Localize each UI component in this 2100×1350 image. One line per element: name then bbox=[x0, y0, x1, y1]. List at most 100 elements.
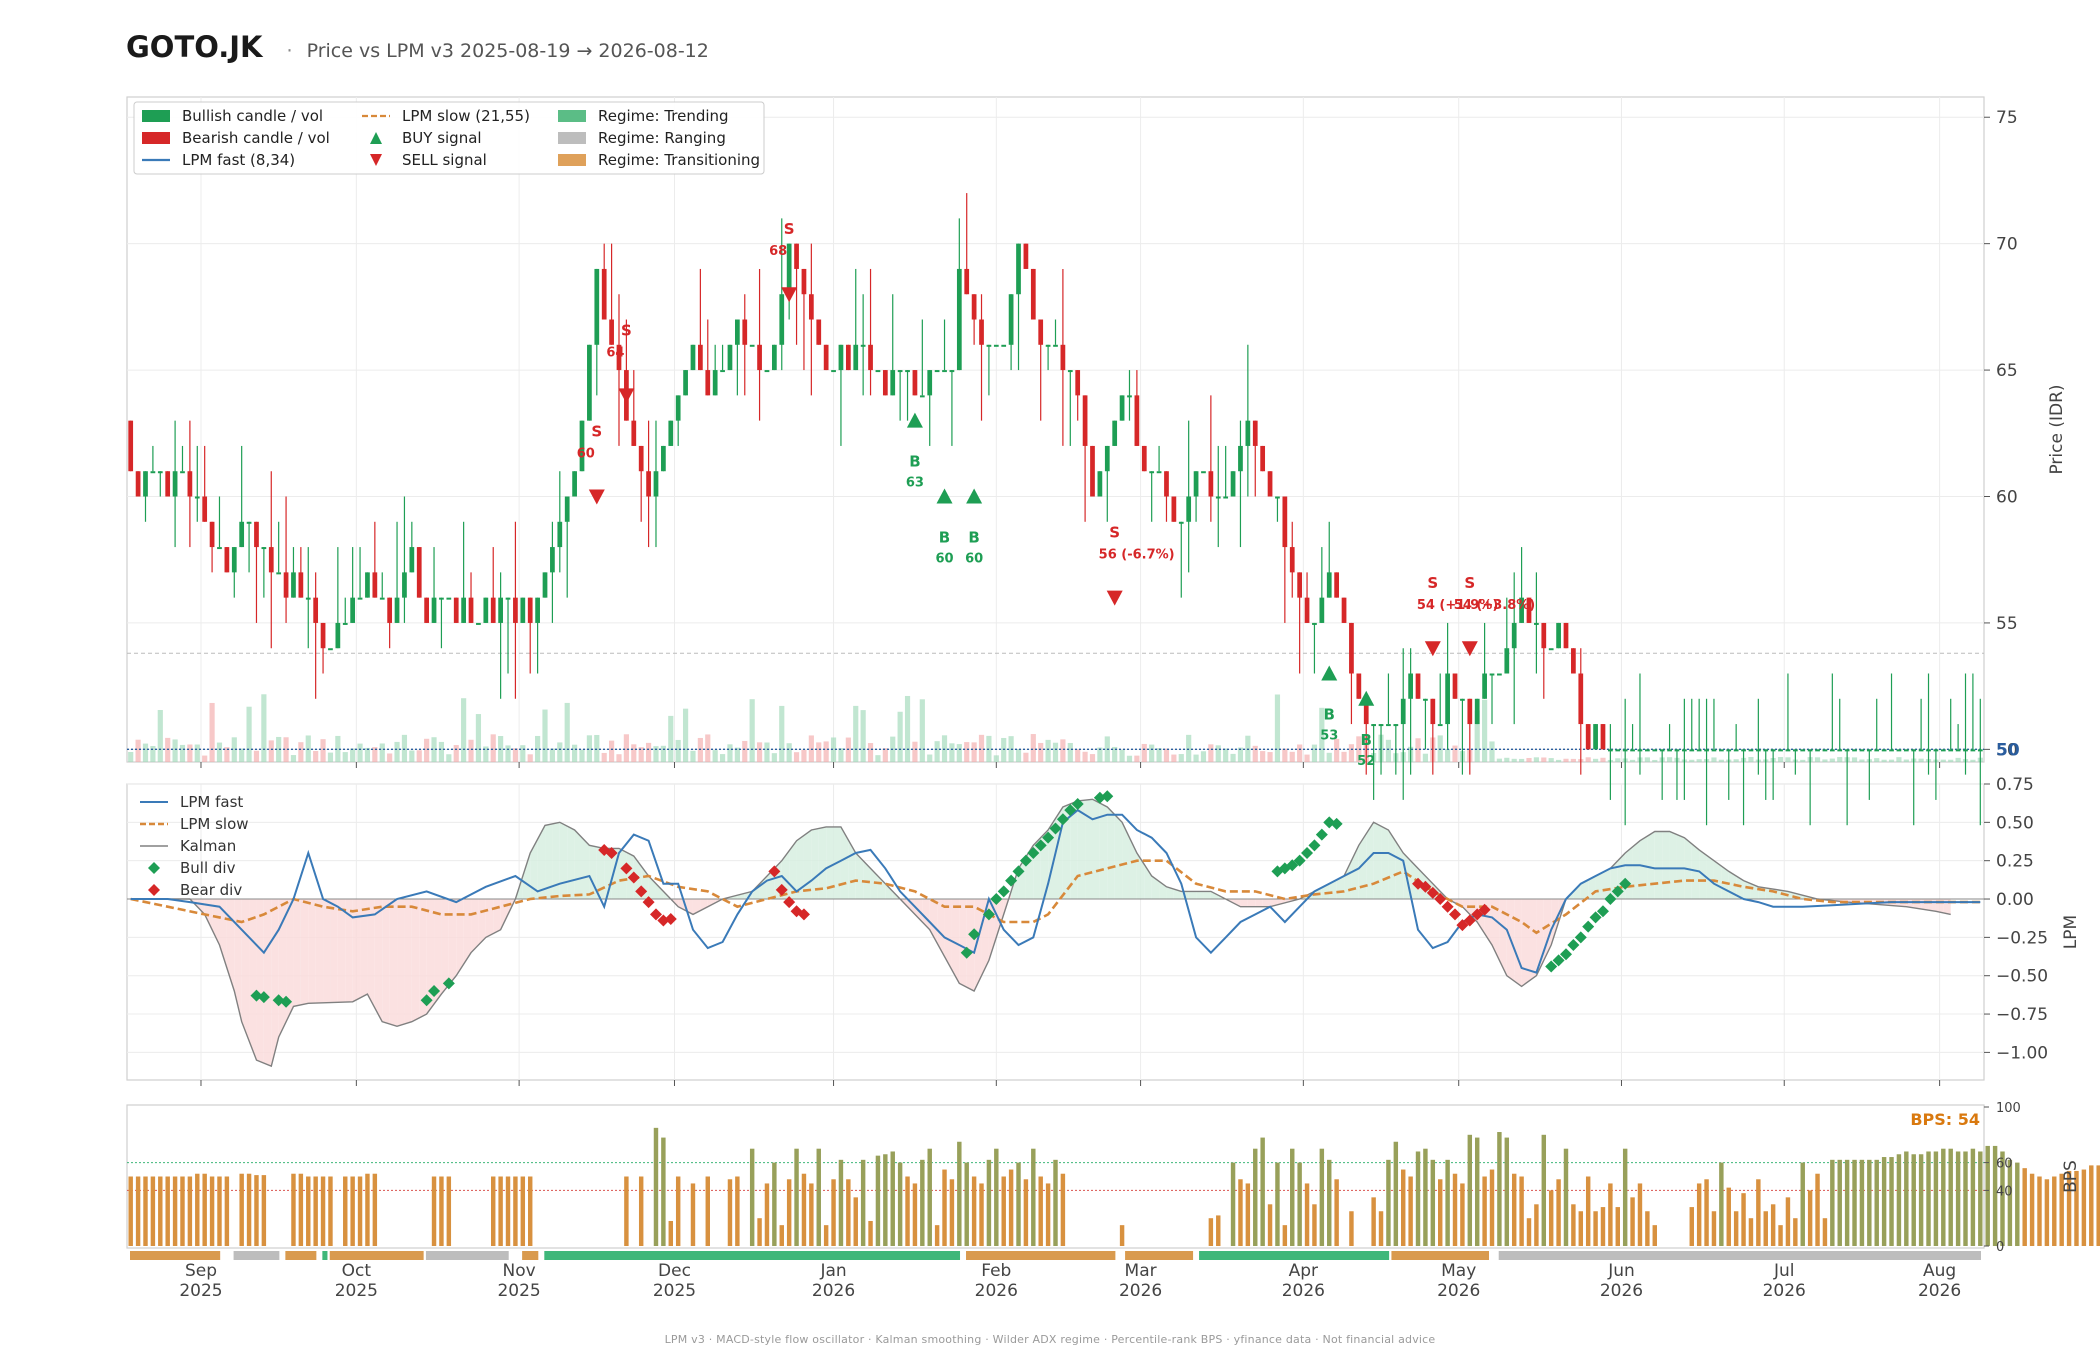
volume-bar bbox=[1045, 739, 1051, 762]
volume-bar bbox=[823, 741, 829, 762]
volume-bar bbox=[1215, 745, 1221, 762]
negative-area bbox=[1462, 899, 1470, 915]
negative-area bbox=[249, 899, 257, 1061]
candle-body bbox=[1467, 698, 1473, 725]
candle-body bbox=[1482, 673, 1487, 699]
bps-bar bbox=[372, 1173, 378, 1246]
negative-area bbox=[707, 899, 716, 907]
bull-div-marker bbox=[1056, 813, 1069, 826]
candle-body bbox=[513, 597, 518, 623]
positive-area bbox=[818, 826, 827, 900]
bull-div-marker bbox=[1034, 839, 1047, 852]
bps-bar bbox=[1045, 1183, 1051, 1246]
candle-body bbox=[335, 622, 341, 649]
candle-body bbox=[476, 622, 481, 625]
volume-bar bbox=[1274, 694, 1281, 762]
volume-bar bbox=[927, 754, 933, 762]
bps-bar bbox=[949, 1179, 955, 1246]
candle-body bbox=[1016, 243, 1021, 295]
bps-bar bbox=[239, 1173, 244, 1246]
legend-label: Bullish candle / vol bbox=[182, 107, 323, 125]
bps-bar bbox=[439, 1176, 444, 1246]
bps-bar bbox=[853, 1197, 858, 1246]
bull-div-marker bbox=[1619, 877, 1632, 890]
volume-bar bbox=[1696, 759, 1702, 762]
candle-body bbox=[1866, 749, 1872, 752]
bear-div-marker bbox=[649, 908, 662, 921]
bps-bar bbox=[1038, 1176, 1043, 1246]
volume-bar bbox=[660, 745, 666, 762]
negative-area bbox=[922, 899, 930, 930]
candle-body bbox=[661, 445, 666, 472]
bps-bar bbox=[1482, 1176, 1487, 1246]
volume-bar bbox=[1311, 744, 1318, 762]
candle-body bbox=[927, 370, 933, 396]
bps-bar bbox=[749, 1148, 755, 1246]
bear-div-marker bbox=[642, 896, 655, 909]
bps-bar bbox=[1504, 1137, 1510, 1246]
volume-bar bbox=[1585, 757, 1591, 762]
volume-bar bbox=[231, 737, 237, 762]
candle-body bbox=[143, 471, 148, 497]
bps-bar bbox=[823, 1225, 829, 1246]
positive-area bbox=[826, 826, 834, 900]
bps-bar bbox=[1778, 1225, 1783, 1246]
volume-bar bbox=[283, 737, 289, 762]
legend-swatch bbox=[558, 154, 586, 166]
bps-bar bbox=[1519, 1176, 1524, 1246]
volume-bar bbox=[1903, 759, 1909, 762]
candle-body bbox=[956, 268, 962, 371]
volume-bar bbox=[978, 734, 985, 762]
candle-body bbox=[1903, 749, 1909, 752]
bps-bar bbox=[1386, 1159, 1391, 1246]
volume-bar bbox=[157, 710, 163, 762]
candle-body bbox=[860, 344, 866, 347]
bps-bar bbox=[831, 1179, 836, 1246]
bps-bar bbox=[1837, 1159, 1842, 1246]
price-tick-label: 75 bbox=[1996, 108, 2018, 128]
candle-body bbox=[587, 344, 592, 421]
candle-body bbox=[1896, 749, 1902, 752]
volume-bar bbox=[1859, 759, 1865, 762]
candle-body bbox=[239, 521, 245, 548]
candle-body bbox=[1474, 698, 1480, 725]
candle-body bbox=[231, 547, 237, 573]
negative-area bbox=[345, 899, 353, 1003]
candle-body bbox=[735, 319, 740, 345]
candle-body bbox=[831, 370, 836, 373]
bear-div-marker bbox=[1463, 914, 1476, 927]
bull-div-marker bbox=[1308, 839, 1321, 852]
candle-body bbox=[1829, 749, 1835, 752]
price-legend-box bbox=[133, 101, 765, 175]
positive-area bbox=[655, 883, 664, 900]
volume-bar bbox=[609, 740, 615, 762]
volume-bar bbox=[209, 702, 215, 762]
candle-body bbox=[638, 445, 644, 472]
candle-body bbox=[1807, 749, 1813, 752]
bps-bar bbox=[217, 1176, 222, 1246]
bps-bar bbox=[328, 1176, 333, 1246]
bps-bar bbox=[1726, 1187, 1731, 1246]
volume-bar bbox=[971, 742, 977, 762]
candle-body bbox=[424, 597, 430, 623]
x-tick-year: 2026 bbox=[1119, 1281, 1162, 1301]
bps-bar bbox=[1830, 1159, 1835, 1246]
candle-body bbox=[1963, 749, 1968, 752]
candle-body bbox=[986, 344, 992, 347]
bps-bar bbox=[1970, 1148, 1976, 1246]
volume-bar bbox=[135, 739, 141, 762]
candle-body bbox=[1156, 471, 1162, 474]
negative-area bbox=[1247, 899, 1256, 907]
positive-area bbox=[1336, 876, 1345, 900]
bps-bar bbox=[942, 1169, 947, 1246]
volume-bar bbox=[1230, 753, 1236, 762]
volume-bar bbox=[276, 736, 282, 762]
volume-bar bbox=[853, 705, 859, 762]
bps-bar bbox=[868, 1220, 873, 1246]
legend-label: SELL signal bbox=[402, 151, 487, 169]
bps-bar bbox=[1511, 1173, 1517, 1246]
price-tick-label: 65 bbox=[1996, 361, 2018, 381]
volume-bar bbox=[424, 738, 430, 762]
candle-body bbox=[135, 471, 141, 497]
